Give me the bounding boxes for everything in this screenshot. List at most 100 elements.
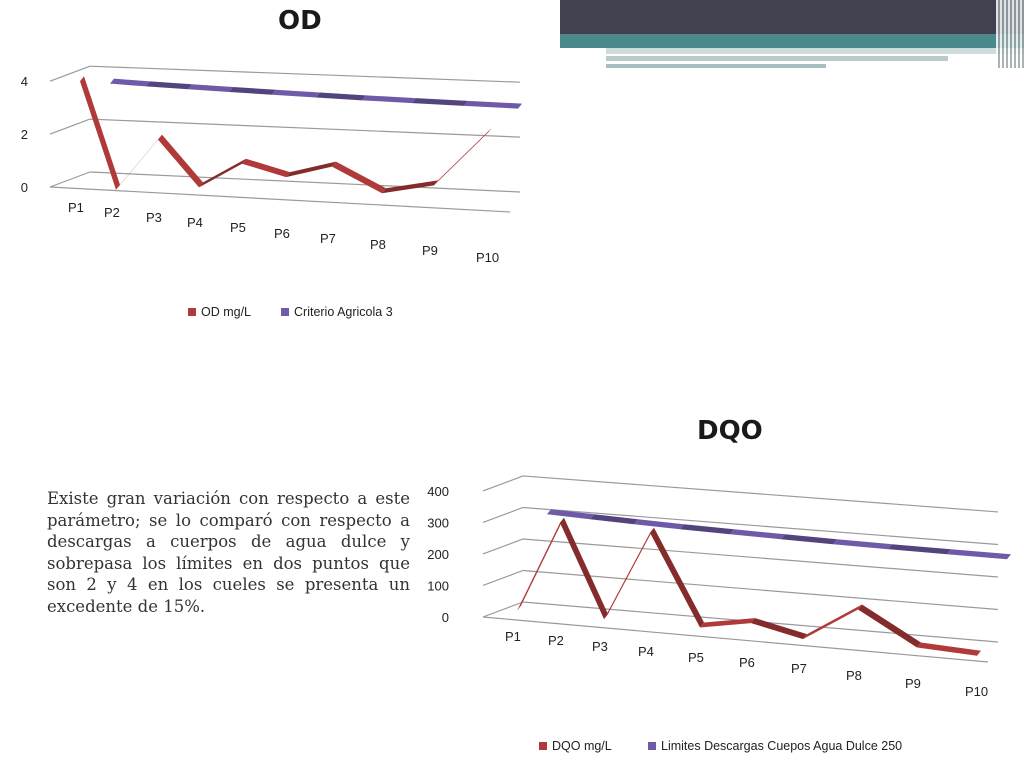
series-segment [560, 517, 608, 620]
gridline [522, 506, 999, 546]
chart-title-od: OD [278, 6, 322, 36]
gridline [522, 569, 999, 611]
series-segment [604, 527, 654, 620]
x-tick-label: P8 [370, 237, 386, 252]
gridline-side [49, 171, 91, 188]
series-segment [700, 618, 755, 628]
series-segment [158, 134, 203, 188]
series-segment [947, 549, 1011, 560]
x-tick-label: P10 [476, 250, 499, 265]
x-tick-label: P9 [422, 243, 438, 258]
series-segment [803, 604, 862, 640]
y-tick-label: 0 [21, 180, 28, 195]
x-tick-label: P5 [230, 220, 246, 235]
gridline-side [482, 506, 524, 524]
series-segment [751, 618, 807, 640]
y-tick-label: 0 [442, 610, 449, 625]
series-segment [188, 84, 233, 92]
legend-swatch [281, 308, 289, 316]
series-segment [680, 524, 734, 535]
y-tick-label: 100 [427, 578, 449, 593]
axis-floor [49, 186, 511, 213]
series-segment [858, 604, 921, 648]
x-tick-label: P9 [905, 676, 921, 691]
axis-floor [482, 616, 989, 663]
x-tick-label: P1 [505, 629, 521, 644]
legend-label: Criterio Agricola 3 [294, 305, 393, 319]
header-banner-dark [560, 0, 1024, 34]
chart-title-dqo: DQO [697, 416, 763, 446]
x-tick-label: P2 [548, 633, 564, 648]
gridline-side [482, 475, 524, 492]
x-tick-label: P3 [592, 639, 608, 654]
x-tick-label: P7 [320, 231, 336, 246]
header-vertical-lines [996, 0, 1024, 68]
x-tick-label: P4 [638, 644, 654, 659]
series-segment [730, 529, 785, 540]
series-segment [434, 127, 492, 186]
legend-label: Limites Descargas Cuepos Agua Dulce 250 [661, 739, 902, 753]
series-segment [332, 161, 386, 194]
series-segment [517, 517, 564, 611]
series-segment [316, 92, 366, 101]
series-segment [199, 158, 246, 188]
x-tick-label: P2 [104, 205, 120, 220]
x-tick-label: P5 [688, 650, 704, 665]
gridline-side [482, 538, 524, 555]
header-banner-teal [560, 34, 1024, 48]
legend-swatch [648, 742, 656, 750]
series-segment [650, 527, 704, 628]
y-tick-label: 300 [427, 515, 449, 530]
series-segment [116, 134, 162, 190]
x-tick-label: P4 [187, 215, 203, 230]
y-tick-label: 2 [21, 127, 28, 142]
series-segment [80, 76, 120, 190]
series-segment [464, 100, 522, 109]
legend-label: DQO mg/L [552, 739, 612, 753]
series-segment [590, 514, 638, 525]
series-segment [362, 95, 416, 104]
gridline-side [49, 118, 91, 135]
y-tick-label: 4 [21, 74, 28, 89]
series-segment [781, 534, 837, 545]
x-tick-label: P1 [68, 200, 84, 215]
series-segment [917, 642, 981, 656]
gridline-side [482, 569, 524, 587]
series-segment [286, 161, 336, 178]
series-segment [242, 158, 290, 178]
header-stripe-2 [606, 56, 948, 61]
y-tick-label: 200 [427, 547, 449, 562]
x-tick-label: P6 [274, 226, 290, 241]
chart-dqo: 0 100 200 300 400 P1 P2 P3 P4 P5 P6 P7 P8 P9 P10 DQO mg… [427, 475, 1011, 753]
x-tick-label: P10 [965, 684, 988, 699]
header-stripe-3 [606, 64, 826, 68]
series-segment [547, 509, 594, 520]
header-stripe-1 [606, 48, 1024, 54]
x-tick-label: P3 [146, 210, 162, 225]
series-segment [229, 86, 276, 95]
series-segment [412, 98, 468, 106]
chart-od: 0 2 4 P1 P2 P3 P4 P5 P6 P7 P8 P9 P10 OD mg/L Criterio … [21, 65, 522, 319]
series-segment [634, 519, 684, 530]
x-tick-label: P7 [791, 661, 807, 676]
series-segment [382, 180, 438, 194]
series-segment [272, 89, 320, 98]
series-segment [888, 544, 951, 555]
y-tick-label: 400 [427, 484, 449, 499]
gridline [89, 65, 521, 83]
x-tick-label: P6 [739, 655, 755, 670]
gridline [522, 475, 999, 513]
x-tick-label: P8 [846, 668, 862, 683]
series-dqo-mg-l [516, 517, 981, 656]
legend-label: OD mg/L [201, 305, 251, 319]
series-segment [833, 539, 892, 550]
series-segment [146, 81, 192, 90]
series-od-mg-l [79, 76, 492, 194]
legend-swatch [188, 308, 196, 316]
gridline [89, 118, 521, 138]
series-criterio-agricola-3 [109, 78, 522, 109]
series-limites-descargas-cuepos-agua-dulce-250 [546, 509, 1011, 560]
description-paragraph: Existe gran variación con respecto a est… [47, 489, 410, 616]
legend-swatch [539, 742, 547, 750]
